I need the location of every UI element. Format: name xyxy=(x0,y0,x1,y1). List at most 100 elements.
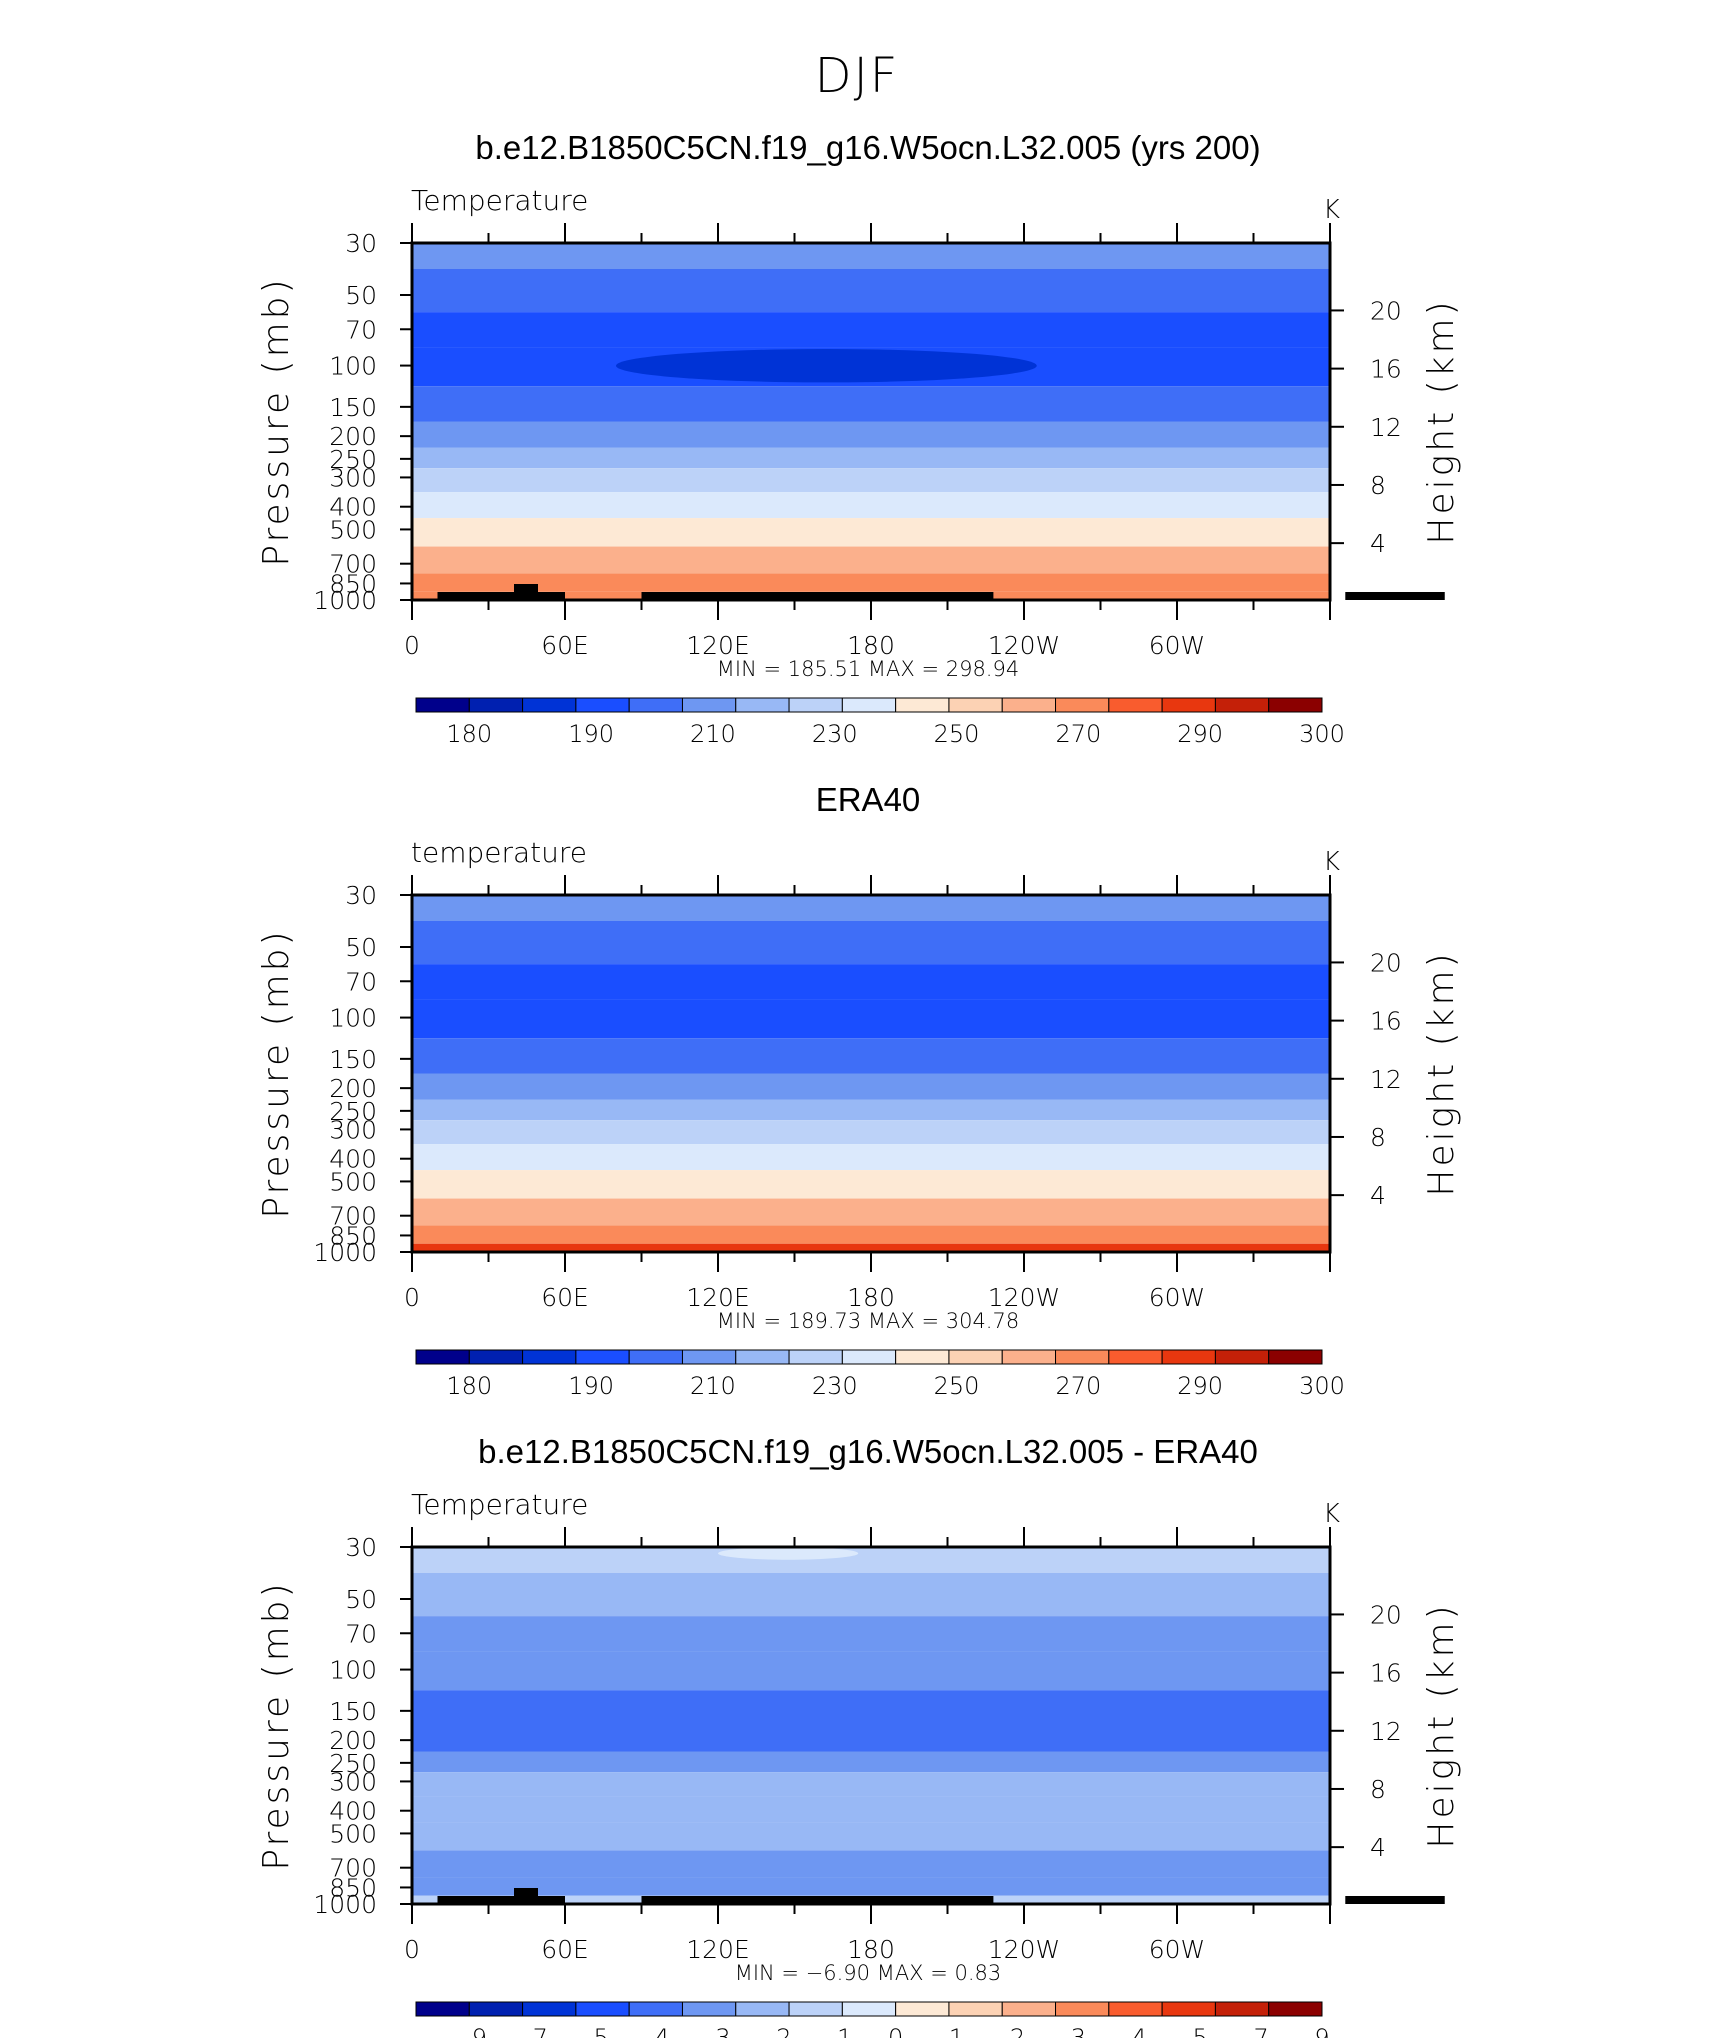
colorbar-box xyxy=(681,697,737,713)
topography-block xyxy=(641,1896,994,1904)
colorbar-label: −7 xyxy=(513,2024,548,2038)
contour-band xyxy=(412,518,1330,547)
colorbar-label: 230 xyxy=(812,720,858,748)
colorbar-label: 5 xyxy=(1193,2024,1208,2038)
colorbar-label: 180 xyxy=(446,1372,492,1400)
contour-band xyxy=(412,1772,1330,1797)
contour-band xyxy=(412,1038,1330,1074)
height-tick-label: 20 xyxy=(1370,1600,1402,1629)
contour-band xyxy=(412,964,1330,1000)
colorbar-box xyxy=(788,2001,843,2017)
lon-tick-label: 60E xyxy=(541,1283,589,1312)
colorbar-box xyxy=(948,697,1003,713)
contour-band xyxy=(412,1243,1330,1252)
height-tick-label: 4 xyxy=(1370,529,1386,558)
colorbar-box xyxy=(468,1349,524,1365)
pressure-tick-label: 30 xyxy=(345,881,377,910)
colorbar-box xyxy=(575,697,630,713)
pressure-tick-label: 700 xyxy=(329,550,377,579)
height-tick-label: 16 xyxy=(1370,355,1402,384)
pressure-tick-label: 70 xyxy=(345,967,377,996)
colorbar-label: 1 xyxy=(949,2024,964,2038)
colorbar-label: 180 xyxy=(446,720,492,748)
topography-block xyxy=(437,592,565,600)
colorbar-box xyxy=(895,697,950,713)
variable-label: Temperature xyxy=(411,1488,588,1521)
colorbar-box xyxy=(1055,2001,1110,2017)
colorbar-label: 250 xyxy=(934,720,980,748)
min-max-text: MIN = 189.73 MAX = 304.78 xyxy=(717,1309,1019,1333)
height-tick-label: 12 xyxy=(1370,413,1402,442)
pressure-tick-label: 850 xyxy=(329,1873,377,1902)
lon-tick-label: 120W xyxy=(988,631,1060,660)
topography-block xyxy=(514,584,538,600)
contour-band xyxy=(412,895,1330,922)
pressure-tick-label: 100 xyxy=(329,1656,377,1685)
contour-band xyxy=(412,1547,1330,1574)
topography-block xyxy=(514,1888,538,1904)
y-axis-title-right: Height (km) xyxy=(1421,298,1462,544)
pressure-tick-label: 250 xyxy=(329,1097,377,1126)
contour-feature xyxy=(616,349,1037,383)
contour-band xyxy=(412,1120,1330,1145)
colorbar-box xyxy=(415,697,470,713)
contour-band xyxy=(412,1651,1330,1691)
colorbar-box xyxy=(841,1349,897,1365)
colorbar-box xyxy=(522,697,577,713)
pressure-tick-label: 1000 xyxy=(313,1890,377,1919)
colorbar-box xyxy=(735,697,790,713)
pressure-tick-label: 50 xyxy=(345,933,377,962)
height-tick-label: 8 xyxy=(1370,1123,1386,1152)
colorbar-label: −1 xyxy=(817,2024,852,2038)
y-axis-title-right: Height (km) xyxy=(1421,950,1462,1196)
contour-band xyxy=(412,1796,1330,1823)
contour-band xyxy=(412,1073,1330,1100)
colorbar-label: −2 xyxy=(756,2024,791,2038)
pressure-tick-label: 300 xyxy=(329,463,377,492)
colorbar-box xyxy=(1108,697,1163,713)
pressure-tick-label: 300 xyxy=(329,1115,377,1144)
colorbar-box xyxy=(575,1349,630,1365)
colorbar-label: 190 xyxy=(568,1372,614,1400)
y-axis-title: Pressure (mb) xyxy=(256,928,297,1218)
contour-band xyxy=(412,386,1330,422)
lon-tick-label: 180 xyxy=(847,1283,895,1312)
colorbar-box xyxy=(841,2001,897,2017)
panels: b.e12.B1850C5CN.f19_g16.W5ocn.L32.005 (y… xyxy=(256,129,1462,2038)
colorbar-label: 270 xyxy=(1055,720,1101,748)
colorbar-box xyxy=(1214,697,1270,713)
panel-title: b.e12.B1850C5CN.f19_g16.W5ocn.L32.005 - … xyxy=(478,1433,1258,1470)
variable-label: Temperature xyxy=(411,184,588,217)
colorbar-label: −3 xyxy=(695,2024,730,2038)
colorbar-label: 270 xyxy=(1055,1372,1101,1400)
lon-tick-label: 120E xyxy=(686,1283,750,1312)
contour-band xyxy=(412,1877,1330,1896)
colorbar-label: 2 xyxy=(1010,2024,1025,2038)
contour-band xyxy=(412,546,1330,574)
colorbar-box xyxy=(628,1349,683,1365)
height-tick-label: 20 xyxy=(1370,296,1402,325)
chart-panel-3: b.e12.B1850C5CN.f19_g16.W5ocn.L32.005 - … xyxy=(256,1433,1462,2038)
contour-band xyxy=(412,1144,1330,1171)
pressure-tick-label: 700 xyxy=(329,1854,377,1883)
lon-tick-label: 60W xyxy=(1149,1283,1206,1312)
colorbar-box xyxy=(415,2001,470,2017)
pressure-tick-label: 200 xyxy=(329,1726,377,1755)
colorbar-label: −5 xyxy=(573,2024,608,2038)
colorbar-box xyxy=(1001,697,1057,713)
pressure-tick-label: 100 xyxy=(329,352,377,381)
colorbar-box xyxy=(841,697,897,713)
colorbar-box xyxy=(948,2001,1003,2017)
topography-block xyxy=(1345,1896,1445,1904)
colorbar-label: 290 xyxy=(1177,720,1223,748)
colorbar-box xyxy=(948,1349,1003,1365)
lon-tick-label: 60E xyxy=(541,631,589,660)
colorbar-box xyxy=(681,1349,737,1365)
colorbar-label: 4 xyxy=(1132,2024,1147,2038)
pressure-tick-label: 500 xyxy=(329,1167,377,1196)
colorbar-label: 7 xyxy=(1253,2024,1268,2038)
contour-band xyxy=(412,1225,1330,1244)
pressure-tick-label: 300 xyxy=(329,1767,377,1796)
colorbar-label: 300 xyxy=(1299,1372,1345,1400)
